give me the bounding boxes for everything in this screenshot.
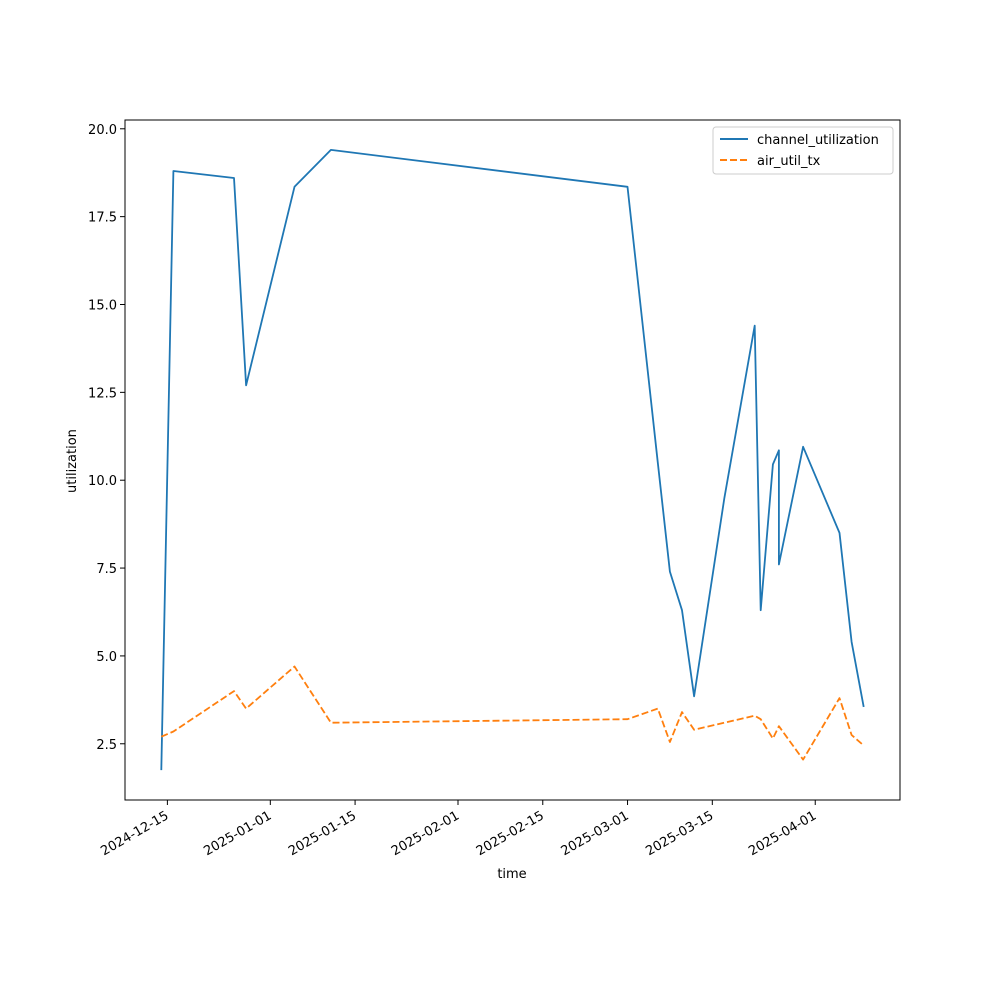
legend-label-air-util-tx: air_util_tx bbox=[757, 154, 821, 169]
y-tick-label: 20.0 bbox=[88, 123, 117, 138]
x-tick-label: 2024-12-15 bbox=[98, 808, 171, 859]
y-tick-label: 12.5 bbox=[88, 386, 117, 401]
x-tick-label: 2025-02-01 bbox=[389, 808, 462, 859]
legend-label-channel-utilization: channel_utilization bbox=[757, 133, 879, 148]
y-tick-label: 2.5 bbox=[96, 738, 117, 753]
plot-frame bbox=[124, 119, 901, 801]
y-tick-label: 7.5 bbox=[96, 562, 117, 577]
x-tick-label: 2025-02-15 bbox=[474, 808, 547, 859]
x-axis-label: time bbox=[497, 867, 526, 882]
y-axis: 2.5 5.0 7.5 10.0 12.5 15.0 17.5 20.0 bbox=[88, 123, 125, 753]
series-layer bbox=[160, 148, 865, 771]
series-line-channel-utilization bbox=[160, 148, 865, 771]
legend: channel_utilization air_util_tx bbox=[712, 126, 894, 175]
y-tick-label: 10.0 bbox=[88, 474, 117, 489]
x-axis: 2024-12-15 2025-01-01 2025-01-15 2025-02-01… bbox=[98, 800, 819, 859]
x-tick-label: 2025-01-01 bbox=[201, 808, 274, 859]
y-axis-label: utilization bbox=[65, 429, 80, 493]
x-tick-label: 2025-01-15 bbox=[286, 808, 359, 859]
y-tick-label: 5.0 bbox=[96, 650, 117, 665]
legend-box bbox=[712, 126, 894, 175]
series-line-air-util-tx bbox=[160, 665, 865, 761]
x-tick-label: 2025-03-15 bbox=[643, 808, 716, 859]
x-tick-label: 2025-03-01 bbox=[559, 808, 632, 859]
y-tick-label: 17.5 bbox=[88, 211, 117, 226]
y-tick-label: 15.0 bbox=[88, 298, 117, 313]
x-tick-label: 2025-04-01 bbox=[746, 808, 819, 859]
